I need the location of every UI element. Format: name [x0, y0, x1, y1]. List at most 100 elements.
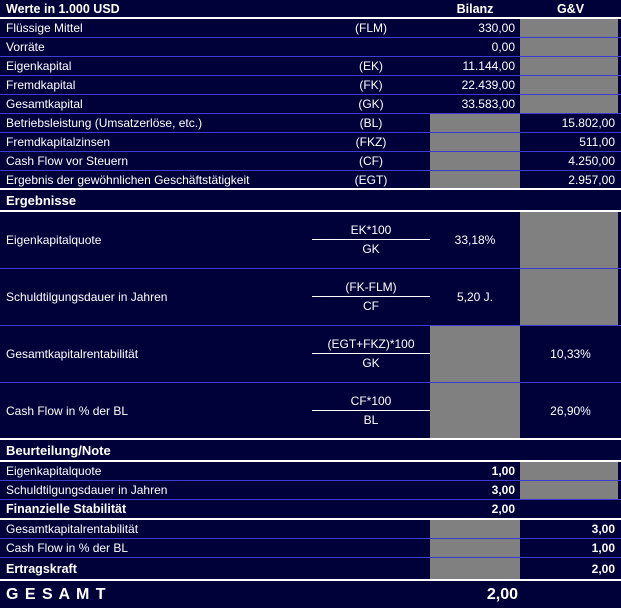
row-label: Ergebnis der gewöhnlichen Geschäftstätig… [6, 172, 250, 187]
row-eigenkapital: Eigenkapital (EK) 11.144,00 [0, 57, 621, 76]
row-ratio-gesamtkapitalrentabilitaet: Gesamtkapitalrentabilität (EGT+FKZ)*100 … [0, 326, 621, 383]
row-gesamt: G E S A M T 2,00 [0, 581, 621, 608]
row-label: Betriebsleistung (Umsatzerlöse, etc.) [6, 116, 203, 130]
bilanz-blocked-cell [430, 326, 520, 382]
ratio-label: Eigenkapitalquote [6, 233, 102, 247]
bilanz-value-cell[interactable]: 33.583,00 [461, 97, 515, 111]
row-code: (FK) [359, 78, 383, 92]
row-egt: Ergebnis der gewöhnlichen Geschäftstätig… [0, 171, 621, 190]
ratio-label: Schuldtilgungsdauer in Jahren [6, 290, 168, 304]
row-label: Eigenkapital [6, 59, 72, 73]
ratio-label: Cash Flow in % der BL [6, 403, 129, 418]
note-spacer [312, 462, 430, 480]
total-label: G E S A M T [6, 585, 107, 603]
row-note-cash-flow-prozent-bl: Cash Flow in % der BL 1,00 [0, 539, 621, 558]
formula-fraction: CF*100 BL [312, 383, 430, 438]
fraction-line [312, 353, 430, 355]
fraction-numerator: CF*100 [350, 393, 392, 408]
row-ratio-schuldtilgungsdauer: Schuldtilgungsdauer in Jahren (FK-FLM) C… [0, 269, 621, 326]
bilanz-blocked-cell [430, 383, 520, 438]
gv-blocked-cell [520, 57, 618, 75]
bilanz-value-cell[interactable]: 11.144,00 [462, 59, 516, 73]
column-header-gv: G&V [556, 1, 585, 16]
row-label: Cash Flow vor Steuern [6, 154, 129, 168]
header-row: Werte in 1.000 USD Bilanz G&V [0, 0, 621, 19]
gv-blocked-cell [520, 462, 618, 480]
section-title: Ergebnisse [6, 192, 77, 208]
bilanz-result-cell[interactable]: 33,18% [454, 233, 496, 247]
gv-note-cell[interactable]: 3,00 [591, 522, 615, 536]
section-header-ergebnisse: Ergebnisse [0, 190, 621, 212]
note-label: Gesamtkapitalrentabilität [6, 522, 139, 536]
row-code: (EGT) [354, 172, 388, 187]
bilanz-blocked-cell [430, 558, 520, 579]
gv-result-cell[interactable]: 26,90% [550, 403, 591, 418]
bilanz-blocked-cell [430, 152, 520, 170]
ratio-label: Gesamtkapitalrentabilität [6, 347, 139, 361]
row-code: (FKZ) [355, 135, 387, 149]
row-note-eigenkapitalquote: Eigenkapitalquote 1,00 [0, 462, 621, 481]
bilanz-value-cell[interactable]: 22.439,00 [461, 78, 515, 92]
note-spacer [312, 558, 430, 579]
gv-value-cell[interactable]: 511,00 [579, 135, 615, 149]
bilanz-value-cell[interactable]: 0,00 [491, 40, 515, 54]
fraction-denominator: BL [363, 412, 379, 427]
row-note-ertragskraft: Ertragskraft 2,00 [0, 558, 621, 581]
gv-value-cell[interactable]: 4.250,00 [568, 154, 615, 168]
note-label: Ertragskraft [6, 561, 77, 576]
section-header-beurteilung: Beurteilung/Note [0, 440, 621, 462]
formula-fraction: (FK-FLM) CF [312, 269, 430, 325]
fraction-denominator: CF [363, 299, 379, 313]
row-fremdkapital: Fremdkapital (FK) 22.439,00 [0, 76, 621, 95]
fraction-line [312, 409, 430, 412]
row-note-finanzielle-stabilitaet: Finanzielle Stabilität 2,00 [0, 500, 621, 520]
row-cash-flow-vor-steuern: Cash Flow vor Steuern (CF) 4.250,00 [0, 152, 621, 171]
section-title: Beurteilung/Note [6, 442, 111, 458]
gv-blocked-cell [520, 76, 618, 94]
bilanz-blocked-cell [430, 114, 520, 132]
row-label: Vorräte [6, 40, 45, 54]
bilanz-result-cell[interactable]: 5,20 J. [456, 290, 494, 304]
note-spacer [312, 500, 430, 518]
gv-result-cell[interactable]: 10,33% [550, 347, 591, 361]
bilanz-note-cell[interactable]: 3,00 [491, 483, 515, 497]
gv-blocked-cell [520, 95, 618, 113]
gv-value-cell[interactable]: 2.957,00 [568, 172, 615, 187]
column-header-bilanz: Bilanz [456, 1, 494, 16]
gv-blocked-cell [520, 212, 618, 268]
total-value[interactable]: 2,00 [486, 585, 518, 603]
row-note-schuldtilgungsdauer: Schuldtilgungsdauer in Jahren 3,00 [0, 481, 621, 500]
row-note-gesamtkapitalrentabilitaet: Gesamtkapitalrentabilität 3,00 [0, 520, 621, 539]
row-code [312, 38, 430, 56]
row-ratio-eigenkapitalquote: Eigenkapitalquote EK*100 GK 33,18% [0, 212, 621, 269]
row-code: (BL) [359, 116, 383, 130]
note-spacer [312, 539, 430, 557]
row-fluessige-mittel: Flüssige Mittel (FLM) 330,00 [0, 19, 621, 38]
note-spacer [312, 481, 430, 499]
gv-blocked-cell [520, 19, 618, 37]
fraction-line [312, 239, 430, 241]
row-label: Fremdkapital [6, 78, 76, 92]
note-label: Cash Flow in % der BL [6, 541, 129, 555]
row-fremdkapitalzinsen: Fremdkapitalzinsen (FKZ) 511,00 [0, 133, 621, 152]
fraction-denominator: GK [362, 356, 380, 370]
gv-note-cell[interactable]: 1,00 [591, 541, 615, 555]
gv-empty-cell [520, 500, 621, 518]
fraction-numerator: EK*100 [350, 223, 392, 237]
bilanz-note-cell[interactable]: 1,00 [491, 464, 515, 478]
gv-blocked-cell [520, 481, 618, 499]
bilanz-value-cell[interactable]: 330,00 [478, 21, 515, 35]
row-code: (CF) [359, 154, 383, 168]
gv-note-cell[interactable]: 2,00 [591, 561, 615, 576]
fraction-line [312, 296, 430, 298]
note-label: Schuldtilgungsdauer in Jahren [6, 483, 168, 497]
bilanz-note-cell[interactable]: 2,00 [491, 502, 515, 516]
row-ratio-cash-flow-prozent-bl: Cash Flow in % der BL CF*100 BL 26,90% [0, 383, 621, 440]
bilanz-blocked-cell [430, 171, 520, 188]
row-gesamtkapital: Gesamtkapital (GK) 33.583,00 [0, 95, 621, 114]
row-code: (GK) [358, 97, 384, 111]
row-betriebsleistung: Betriebsleistung (Umsatzerlöse, etc.) (B… [0, 114, 621, 133]
bilanz-blocked-cell [430, 520, 520, 538]
gv-value-cell[interactable]: 15.802,00 [561, 116, 615, 130]
